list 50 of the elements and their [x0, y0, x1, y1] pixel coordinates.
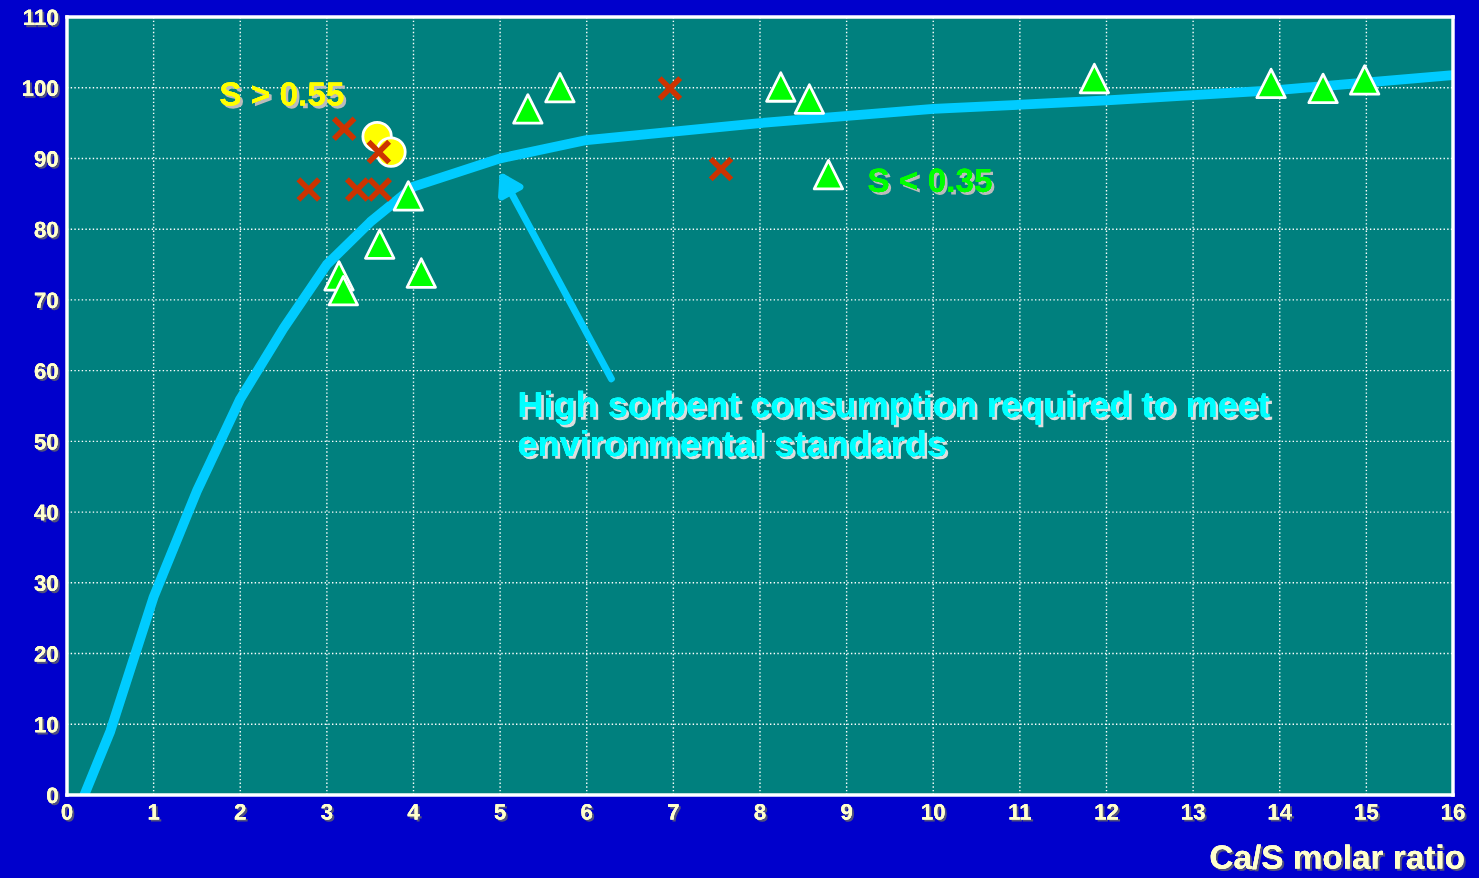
- x-tick-label: 14: [1268, 804, 1295, 822]
- point: [1349, 64, 1381, 96]
- x-tick-label: 16: [1442, 803, 1467, 822]
- x-tick-label: 10: [922, 803, 947, 822]
- point: [793, 83, 825, 115]
- point: [295, 176, 322, 203]
- point: [327, 275, 359, 307]
- point: [812, 159, 845, 191]
- y-tick-label: 80: [34, 221, 60, 240]
- y-tick-label: 0: [47, 787, 60, 806]
- point: [512, 93, 544, 125]
- point: [331, 115, 358, 142]
- x-tick-label: 13: [1182, 803, 1207, 822]
- point: [707, 155, 735, 183]
- point: [765, 71, 797, 103]
- point: [405, 257, 437, 289]
- annotation: High sorbent consumption required to meet environmental standards: [518, 390, 1273, 460]
- x-axis-title: Ca/S molar ratio: [1210, 844, 1466, 872]
- y-tick-label: 40: [34, 504, 60, 523]
- x-tick-label: 6: [581, 803, 595, 822]
- y-tick-label: 20: [34, 646, 60, 664]
- point: [656, 75, 683, 102]
- x-tick-label: 5: [494, 804, 508, 822]
- x-tick-label: 2: [234, 803, 248, 822]
- y-tick-label: 30: [34, 575, 60, 594]
- y-tick-label: 100: [22, 80, 60, 99]
- x-tick-label: 8: [754, 803, 768, 822]
- y-tick-label: 90: [34, 150, 60, 169]
- point: [1307, 72, 1339, 105]
- point: [364, 228, 396, 260]
- point: [544, 72, 576, 104]
- x-tick-label: 9: [841, 803, 855, 822]
- x-tick-label: 7: [668, 804, 681, 822]
- y-tick-label: 110: [24, 9, 60, 28]
- x-tick-label: 15: [1355, 804, 1381, 822]
- point: [392, 180, 424, 212]
- x-tick-label: 1: [148, 804, 162, 822]
- x-tick-label: 11: [1009, 804, 1034, 822]
- y-tick-label: 70: [34, 292, 60, 311]
- point: [1078, 62, 1110, 95]
- x-tick-label: 12: [1095, 803, 1121, 822]
- x-tick-label: 3: [321, 803, 335, 822]
- y-tick-label: 10: [35, 716, 60, 735]
- x-tick-label: 0: [61, 803, 75, 822]
- y-tick-label: 50: [34, 433, 60, 452]
- series-label: S < 0.35: [868, 168, 995, 195]
- y-tick-label: 60: [34, 363, 60, 381]
- x-tick-label: 4: [407, 804, 422, 822]
- point: [1255, 67, 1287, 100]
- series-label: S > 0.55: [220, 82, 347, 109]
